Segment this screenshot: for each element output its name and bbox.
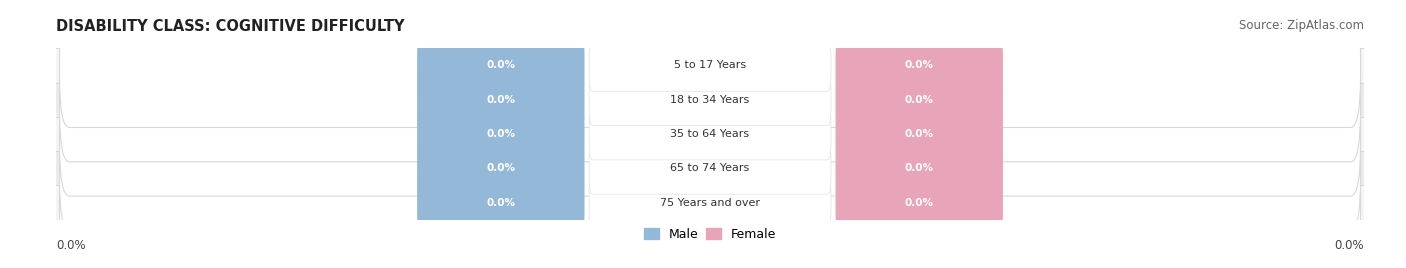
- FancyBboxPatch shape: [418, 166, 585, 239]
- Text: 0.0%: 0.0%: [486, 163, 516, 173]
- Text: DISABILITY CLASS: COGNITIVE DIFFICULTY: DISABILITY CLASS: COGNITIVE DIFFICULTY: [56, 19, 405, 34]
- Text: 0.0%: 0.0%: [486, 198, 516, 208]
- FancyBboxPatch shape: [59, 106, 1361, 230]
- Text: 5 to 17 Years: 5 to 17 Years: [673, 60, 747, 70]
- Bar: [56, 151, 1364, 185]
- Text: 0.0%: 0.0%: [486, 95, 516, 105]
- Text: 18 to 34 Years: 18 to 34 Years: [671, 95, 749, 105]
- FancyBboxPatch shape: [418, 29, 585, 102]
- Text: Source: ZipAtlas.com: Source: ZipAtlas.com: [1239, 19, 1364, 32]
- FancyBboxPatch shape: [589, 74, 831, 126]
- Text: 0.0%: 0.0%: [904, 198, 934, 208]
- Text: 65 to 74 Years: 65 to 74 Years: [671, 163, 749, 173]
- Text: 0.0%: 0.0%: [904, 129, 934, 139]
- FancyBboxPatch shape: [418, 132, 585, 204]
- FancyBboxPatch shape: [418, 98, 585, 170]
- FancyBboxPatch shape: [418, 64, 585, 136]
- FancyBboxPatch shape: [589, 142, 831, 194]
- FancyBboxPatch shape: [835, 132, 1002, 204]
- Text: 0.0%: 0.0%: [56, 239, 86, 252]
- FancyBboxPatch shape: [835, 29, 1002, 102]
- Bar: [56, 185, 1364, 220]
- Text: 0.0%: 0.0%: [904, 95, 934, 105]
- Text: 0.0%: 0.0%: [1334, 239, 1364, 252]
- Text: 35 to 64 Years: 35 to 64 Years: [671, 129, 749, 139]
- Legend: Male, Female: Male, Female: [640, 224, 780, 244]
- Bar: [56, 48, 1364, 83]
- Bar: [56, 117, 1364, 151]
- Text: 0.0%: 0.0%: [486, 60, 516, 70]
- FancyBboxPatch shape: [59, 72, 1361, 196]
- FancyBboxPatch shape: [589, 108, 831, 160]
- FancyBboxPatch shape: [835, 166, 1002, 239]
- Text: 0.0%: 0.0%: [486, 129, 516, 139]
- FancyBboxPatch shape: [589, 177, 831, 229]
- FancyBboxPatch shape: [59, 3, 1361, 128]
- FancyBboxPatch shape: [59, 38, 1361, 162]
- Text: 75 Years and over: 75 Years and over: [659, 198, 761, 208]
- FancyBboxPatch shape: [59, 140, 1361, 265]
- Text: 0.0%: 0.0%: [904, 60, 934, 70]
- FancyBboxPatch shape: [835, 64, 1002, 136]
- FancyBboxPatch shape: [589, 39, 831, 91]
- FancyBboxPatch shape: [835, 98, 1002, 170]
- Text: 0.0%: 0.0%: [904, 163, 934, 173]
- Bar: [56, 83, 1364, 117]
